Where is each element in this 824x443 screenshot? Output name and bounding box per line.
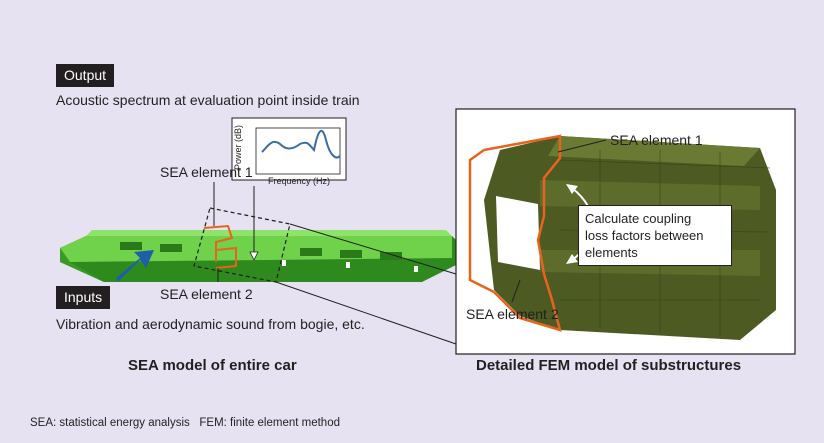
output-description: Acoustic spectrum at evaluation point in… xyxy=(56,92,360,108)
left-sea-element-1-label: SEA element 1 xyxy=(160,164,253,180)
coupling-callout: Calculate coupling loss factors between … xyxy=(578,205,732,266)
left-caption: SEA model of entire car xyxy=(128,357,297,374)
callout-line: Calculate coupling xyxy=(585,211,692,226)
input-arrow-icon xyxy=(116,250,154,282)
callout-line: loss factors between xyxy=(585,228,704,243)
right-sea-element-2-label: SEA element 2 xyxy=(466,306,559,322)
inputs-description: Vibration and aerodynamic sound from bog… xyxy=(56,316,365,332)
train-car-model xyxy=(60,182,462,345)
output-tag: Output xyxy=(56,64,115,87)
footnote: SEA: statistical energy analysis FEM: fi… xyxy=(30,417,340,429)
callout-line: elements xyxy=(585,245,638,260)
right-sea-element-1-label: SEA element 1 xyxy=(610,132,703,148)
right-caption: Detailed FEM model of substructures xyxy=(476,357,742,374)
spectrum-plot xyxy=(231,117,347,181)
inputs-tag: Inputs xyxy=(56,286,111,309)
plot-xlabel: Frequency (Hz) xyxy=(268,176,331,186)
left-sea-element-2-label: SEA element 2 xyxy=(160,286,253,302)
